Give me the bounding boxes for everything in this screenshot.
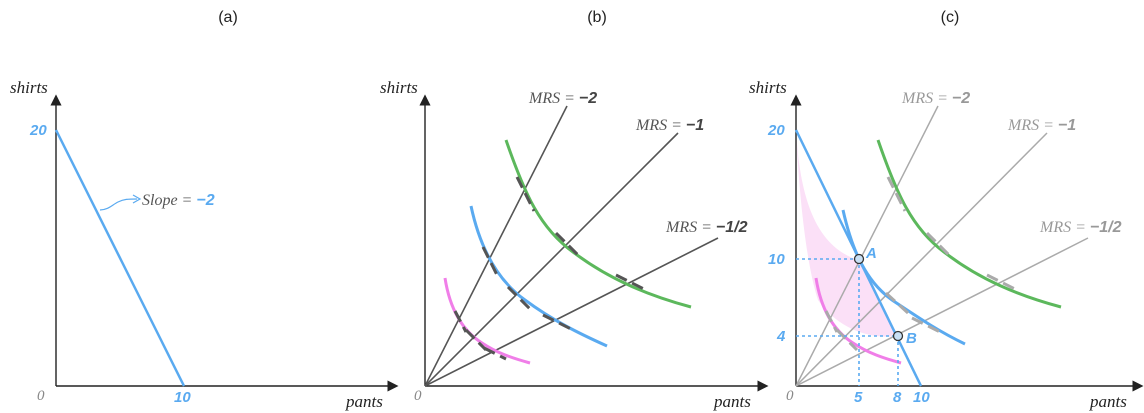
panel-c-mrs-label-3: MRS = −1/2 xyxy=(1039,219,1122,236)
panel-c: shirts pants 0 xyxy=(749,78,1144,411)
point-b-label: B xyxy=(906,330,917,347)
c-indifference-curve-green xyxy=(876,139,1062,309)
panel-b-mrs-label-2: MRS = −1 xyxy=(635,117,704,134)
panel-a-y-intercept: 20 xyxy=(29,122,47,139)
indifference-curve-green xyxy=(504,139,692,309)
panel-a-y-label: shirts xyxy=(10,78,48,97)
panel-a-origin: 0 xyxy=(37,388,45,404)
c-ray-mrs-2 xyxy=(795,105,939,387)
feasible-region xyxy=(796,132,897,337)
panel-b-y-label: shirts xyxy=(380,78,418,97)
slope-pointer xyxy=(99,198,138,211)
point-a-marker-icon xyxy=(853,253,865,265)
ray-mrs-half xyxy=(424,237,719,387)
panel-a-budget-line xyxy=(54,129,186,387)
c-ray-mrs-1 xyxy=(795,132,1048,387)
c-ray-mrs-half xyxy=(795,237,1089,387)
slope-annotation: Slope = −2 xyxy=(142,192,215,209)
panel-c-x-tick-8: 8 xyxy=(893,389,902,406)
panel-c-title: (c) xyxy=(941,9,960,26)
panel-b-mrs-label-3: MRS = −1/2 xyxy=(665,219,748,236)
panel-c-mrs-label-2: MRS = −1 xyxy=(1007,117,1076,134)
panel-a: shirts pants 0 20 10 Slope = −2 xyxy=(10,78,399,411)
ray-mrs-2 xyxy=(424,105,568,387)
c-tangent-dashes xyxy=(824,176,1020,352)
panel-c-y-tick-10: 10 xyxy=(768,251,785,268)
slope-pointer-arrowhead-icon xyxy=(132,194,142,204)
slope-label: Slope = xyxy=(142,192,196,209)
slope-value: −2 xyxy=(196,192,214,209)
c-indifference-curve-pink xyxy=(814,277,902,365)
indifference-curve-pink xyxy=(443,277,531,365)
panel-c-x-tick-5: 5 xyxy=(854,389,863,406)
panel-c-x-label: pants xyxy=(1089,392,1127,411)
panel-c-y-label: shirts xyxy=(749,78,787,97)
tangent-dashes xyxy=(453,176,649,361)
panel-a-x-intercept: 10 xyxy=(174,389,191,406)
indifference-curve-blue xyxy=(469,205,608,348)
point-b-marker-icon xyxy=(892,330,904,342)
panel-b-mrs-label-1: MRS = −2 xyxy=(528,90,597,107)
point-a-label: A xyxy=(865,245,877,262)
ray-mrs-1 xyxy=(424,132,679,387)
panel-c-y-tick-4: 4 xyxy=(776,328,786,345)
panel-b: shirts pants 0 MRS = −2 MRS = −1 MRS = −… xyxy=(380,78,769,411)
panel-b-x-label: pants xyxy=(713,392,751,411)
panel-b-title: (b) xyxy=(587,9,607,26)
panel-a-x-label: pants xyxy=(345,392,383,411)
panel-a-title: (a) xyxy=(218,9,238,26)
c-guides xyxy=(796,258,899,386)
panel-c-y-intercept: 20 xyxy=(767,122,785,139)
panel-b-origin: 0 xyxy=(414,388,422,404)
panel-c-x-intercept: 10 xyxy=(913,389,930,406)
panel-c-mrs-label-1: MRS = −2 xyxy=(901,90,970,107)
panel-c-origin: 0 xyxy=(786,388,794,404)
